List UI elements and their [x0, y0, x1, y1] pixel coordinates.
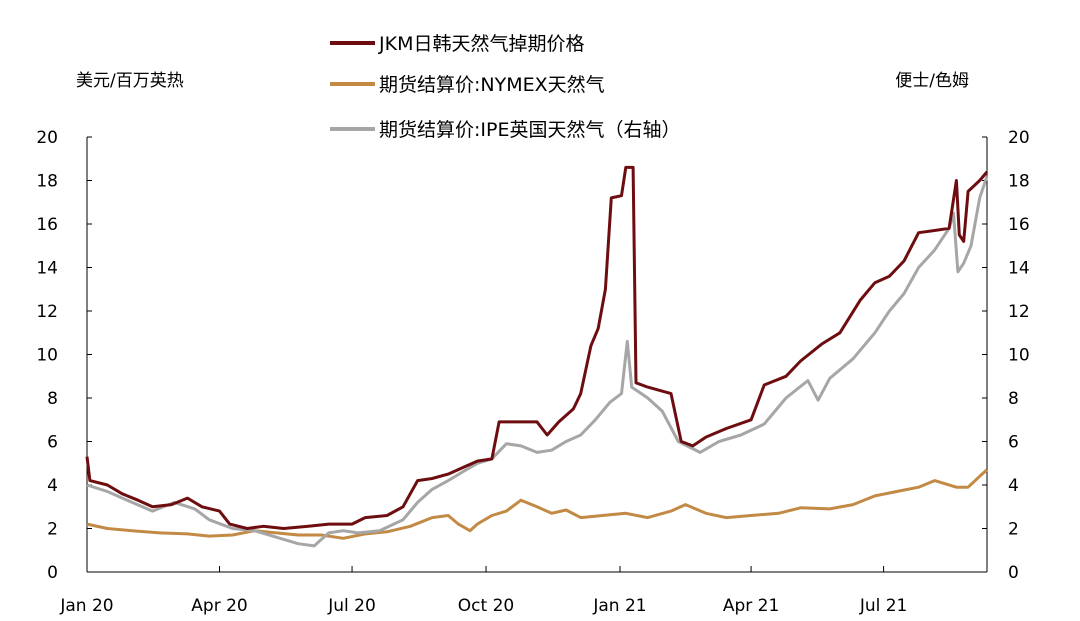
right-y-tick-label: 14 — [1008, 259, 1030, 279]
x-tick-label: Jan 20 — [59, 596, 113, 616]
left-y-tick-label: 18 — [36, 172, 58, 192]
right-y-tick-label: 0 — [1008, 563, 1019, 583]
axes: 0 2 4 6 8 10 12 14 16 18 20 0 2 4 6 8 10 12 14 16 18 20 Jan 20… — [36, 128, 1029, 616]
left-y-tick-label: 0 — [47, 563, 58, 583]
right-y-tick-label: 20 — [1008, 128, 1030, 148]
left-y-tick-label: 2 — [47, 520, 58, 540]
x-tick-label: Jul 20 — [327, 596, 376, 616]
left-y-tick-label: 10 — [36, 346, 58, 366]
right-y-tick-label: 18 — [1008, 172, 1030, 192]
right-y-tick-label: 16 — [1008, 215, 1030, 235]
series-line-1 — [85, 165, 989, 530]
left-axis-unit: 美元/百万英热 — [76, 71, 184, 91]
right-y-tick-label: 10 — [1008, 346, 1030, 366]
legend-label-3: 期货结算价:IPE英国天然气（右轴） — [379, 119, 680, 141]
left-y-tick-label: 12 — [36, 302, 58, 322]
left-y-tick-label: 8 — [47, 389, 58, 409]
left-y-tick-label: 20 — [36, 128, 58, 148]
series-line-3 — [86, 175, 989, 548]
legend-label-1: JKM日韩天然气掉期价格 — [378, 33, 584, 55]
right-y-tick-label: 2 — [1008, 520, 1019, 540]
x-tick-label: Jan 21 — [592, 596, 646, 616]
x-tick-label: Apr 20 — [191, 596, 247, 616]
plot-area — [85, 165, 989, 548]
series-line-2 — [86, 468, 988, 540]
left-y-tick-label: 6 — [47, 433, 58, 453]
right-axis-unit: 便士/色姆 — [895, 71, 969, 91]
right-y-tick-label: 6 — [1008, 433, 1019, 453]
right-y-tick-label: 12 — [1008, 302, 1030, 322]
left-y-tick-label: 4 — [47, 476, 58, 496]
right-y-tick-label: 8 — [1008, 389, 1019, 409]
x-tick-label: Oct 20 — [458, 596, 514, 616]
left-y-tick-label: 14 — [36, 259, 58, 279]
left-y-tick-label: 16 — [36, 215, 58, 235]
x-tick-label: Apr 21 — [723, 596, 779, 616]
right-y-tick-label: 4 — [1008, 476, 1019, 496]
legend-label-2: 期货结算价:NYMEX天然气 — [379, 74, 605, 96]
legend: JKM日韩天然气掉期价格期货结算价:NYMEX天然气期货结算价:IPE英国天然气… — [330, 33, 680, 141]
x-tick-label: Jul 21 — [859, 596, 908, 616]
